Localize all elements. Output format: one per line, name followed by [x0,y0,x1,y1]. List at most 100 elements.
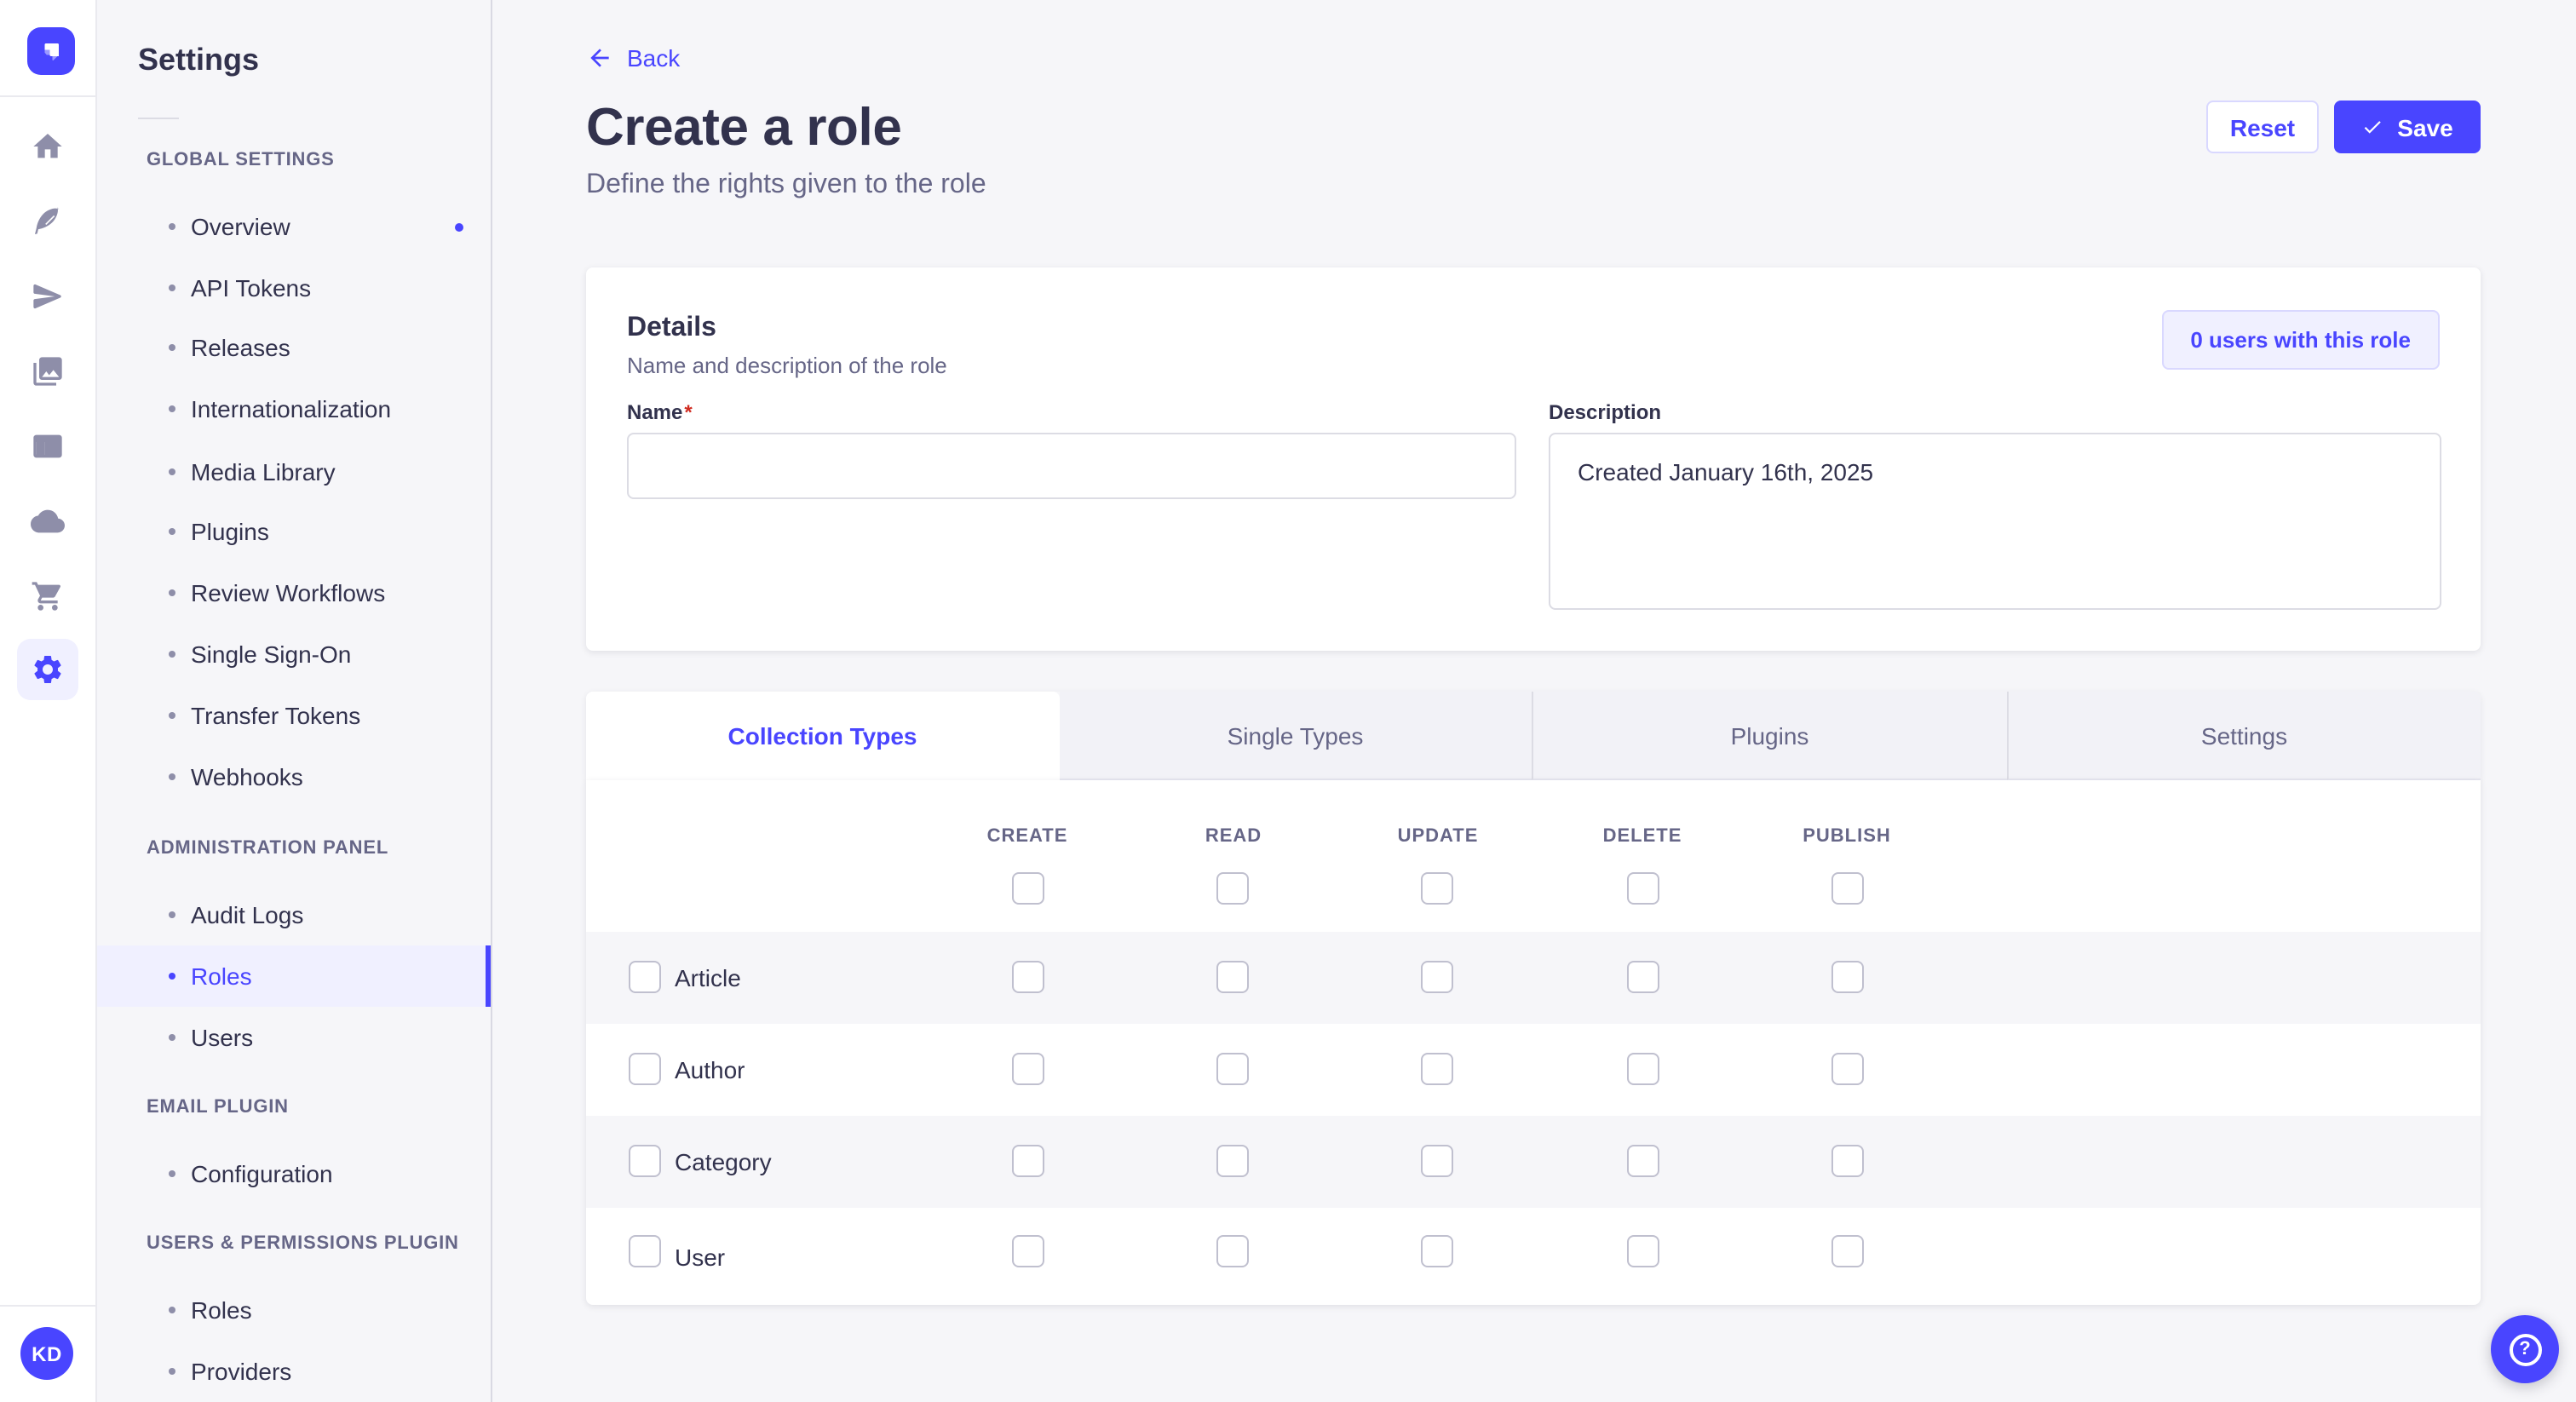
permissions-table: CREATE READ UPDATE DELETE PUBLISH Articl… [586,780,2481,1305]
category-read-checkbox[interactable] [1216,1145,1249,1177]
back-link[interactable]: Back [586,44,680,72]
nav-media-library-button[interactable] [17,341,78,402]
user-delete-checkbox[interactable] [1627,1235,1659,1267]
home-icon [33,134,62,158]
sidebar-item-configuration[interactable]: Configuration [97,1143,491,1204]
nav-layout-button[interactable] [17,416,78,477]
sidebar-item-releases[interactable]: Releases [97,317,491,378]
subnav-title-divider [138,118,179,119]
settings-subnav: Settings GLOBAL SETTINGS Overview API To… [97,0,492,1402]
section-global-settings: GLOBAL SETTINGS [147,150,335,170]
category-delete-checkbox[interactable] [1627,1145,1659,1177]
author-delete-checkbox[interactable] [1627,1053,1659,1085]
user-read-checkbox[interactable] [1216,1235,1249,1267]
row-select-checkbox[interactable] [629,1145,661,1177]
name-input[interactable] [627,433,1516,499]
sidebar-item-single-sign-on[interactable]: Single Sign-On [97,623,491,685]
bullet-icon [169,911,175,918]
sidebar-item-roles-admin[interactable]: Roles [97,945,491,1007]
sidebar-item-internationalization[interactable]: Internationalization [97,378,491,440]
icon-rail: KD [0,0,97,1402]
sidebar-item-overview[interactable]: Overview [97,196,491,257]
bullet-icon [169,1368,175,1375]
row-select-checkbox[interactable] [629,961,661,993]
table-row-author: Author [586,1024,2481,1116]
media-library-icon [33,357,62,386]
sidebar-item-plugins[interactable]: Plugins [97,501,491,562]
category-update-checkbox[interactable] [1421,1145,1453,1177]
user-create-checkbox[interactable] [1012,1235,1044,1267]
article-create-checkbox[interactable] [1012,961,1044,993]
row-select-checkbox[interactable] [629,1053,661,1085]
users-with-role-badge[interactable]: 0 users with this role [2161,310,2440,370]
section-email-plugin: EMAIL PLUGIN [147,1097,289,1118]
category-create-checkbox[interactable] [1012,1145,1044,1177]
author-create-checkbox[interactable] [1012,1053,1044,1085]
nav-deploy-button[interactable] [17,491,78,552]
rail-divider [0,95,95,97]
description-textarea[interactable]: Created January 16th, 2025 [1549,433,2441,610]
tab-collection-types[interactable]: Collection Types [586,692,1059,780]
sidebar-item-api-tokens[interactable]: API Tokens [97,257,491,319]
row-select-checkbox[interactable] [629,1235,661,1267]
notification-dot-icon [455,223,463,232]
help-button[interactable]: ? [2491,1315,2559,1383]
bullet-icon [169,1307,175,1313]
sidebar-item-providers[interactable]: Providers [97,1341,491,1402]
tab-plugins[interactable]: Plugins [1532,692,2006,780]
arrow-left-icon [590,49,609,67]
section-users-permissions-plugin: USERS & PERMISSIONS PLUGIN [147,1233,459,1254]
article-update-checkbox[interactable] [1421,961,1453,993]
author-update-checkbox[interactable] [1421,1053,1453,1085]
feather-icon [35,206,60,234]
nav-content-manager-button[interactable] [17,191,78,252]
rail-divider-bottom [0,1305,95,1307]
page-subtitle: Define the rights given to the role [586,170,986,199]
article-read-checkbox[interactable] [1216,961,1249,993]
strapi-logo-icon [44,43,59,60]
column-header-read: READ [1205,826,1262,847]
select-all-publish-checkbox[interactable] [1831,872,1864,905]
bullet-icon [169,1034,175,1041]
bullet-icon [169,223,175,230]
category-publish-checkbox[interactable] [1831,1145,1864,1177]
article-publish-checkbox[interactable] [1831,961,1864,993]
bullet-icon [169,712,175,719]
tab-single-types[interactable]: Single Types [1059,692,1532,780]
nav-settings-button[interactable] [17,639,78,700]
author-publish-checkbox[interactable] [1831,1053,1864,1085]
user-avatar[interactable]: KD [20,1327,73,1380]
sidebar-item-users[interactable]: Users [97,1007,491,1068]
sidebar-item-roles-up[interactable]: Roles [97,1279,491,1341]
sidebar-item-audit-logs[interactable]: Audit Logs [97,884,491,945]
sidebar-item-webhooks[interactable]: Webhooks [97,746,491,807]
table-row-article: Article [586,932,2481,1024]
select-all-delete-checkbox[interactable] [1627,872,1659,905]
select-all-read-checkbox[interactable] [1216,872,1249,905]
active-indicator-bar [486,945,491,1007]
required-asterisk: * [684,400,693,424]
bullet-icon [169,405,175,412]
bullet-icon [169,651,175,658]
nav-marketplace-button[interactable] [17,566,78,627]
strapi-logo[interactable] [27,27,75,75]
nav-content-type-builder-button[interactable] [17,266,78,327]
sidebar-item-transfer-tokens[interactable]: Transfer Tokens [97,685,491,746]
tab-settings[interactable]: Settings [2006,692,2481,780]
save-button[interactable]: Save [2334,101,2481,153]
bullet-icon [169,284,175,291]
sidebar-item-review-workflows[interactable]: Review Workflows [97,562,491,623]
user-update-checkbox[interactable] [1421,1235,1453,1267]
article-delete-checkbox[interactable] [1627,961,1659,993]
reset-button[interactable]: Reset [2206,101,2319,153]
select-all-create-checkbox[interactable] [1012,872,1044,905]
select-all-update-checkbox[interactable] [1421,872,1453,905]
sidebar-item-media-library[interactable]: Media Library [97,441,491,503]
column-header-create: CREATE [986,826,1068,847]
author-read-checkbox[interactable] [1216,1053,1249,1085]
nav-home-button[interactable] [17,116,78,177]
user-publish-checkbox[interactable] [1831,1235,1864,1267]
bullet-icon [169,344,175,351]
details-card: Details Name and description of the role… [586,267,2481,651]
